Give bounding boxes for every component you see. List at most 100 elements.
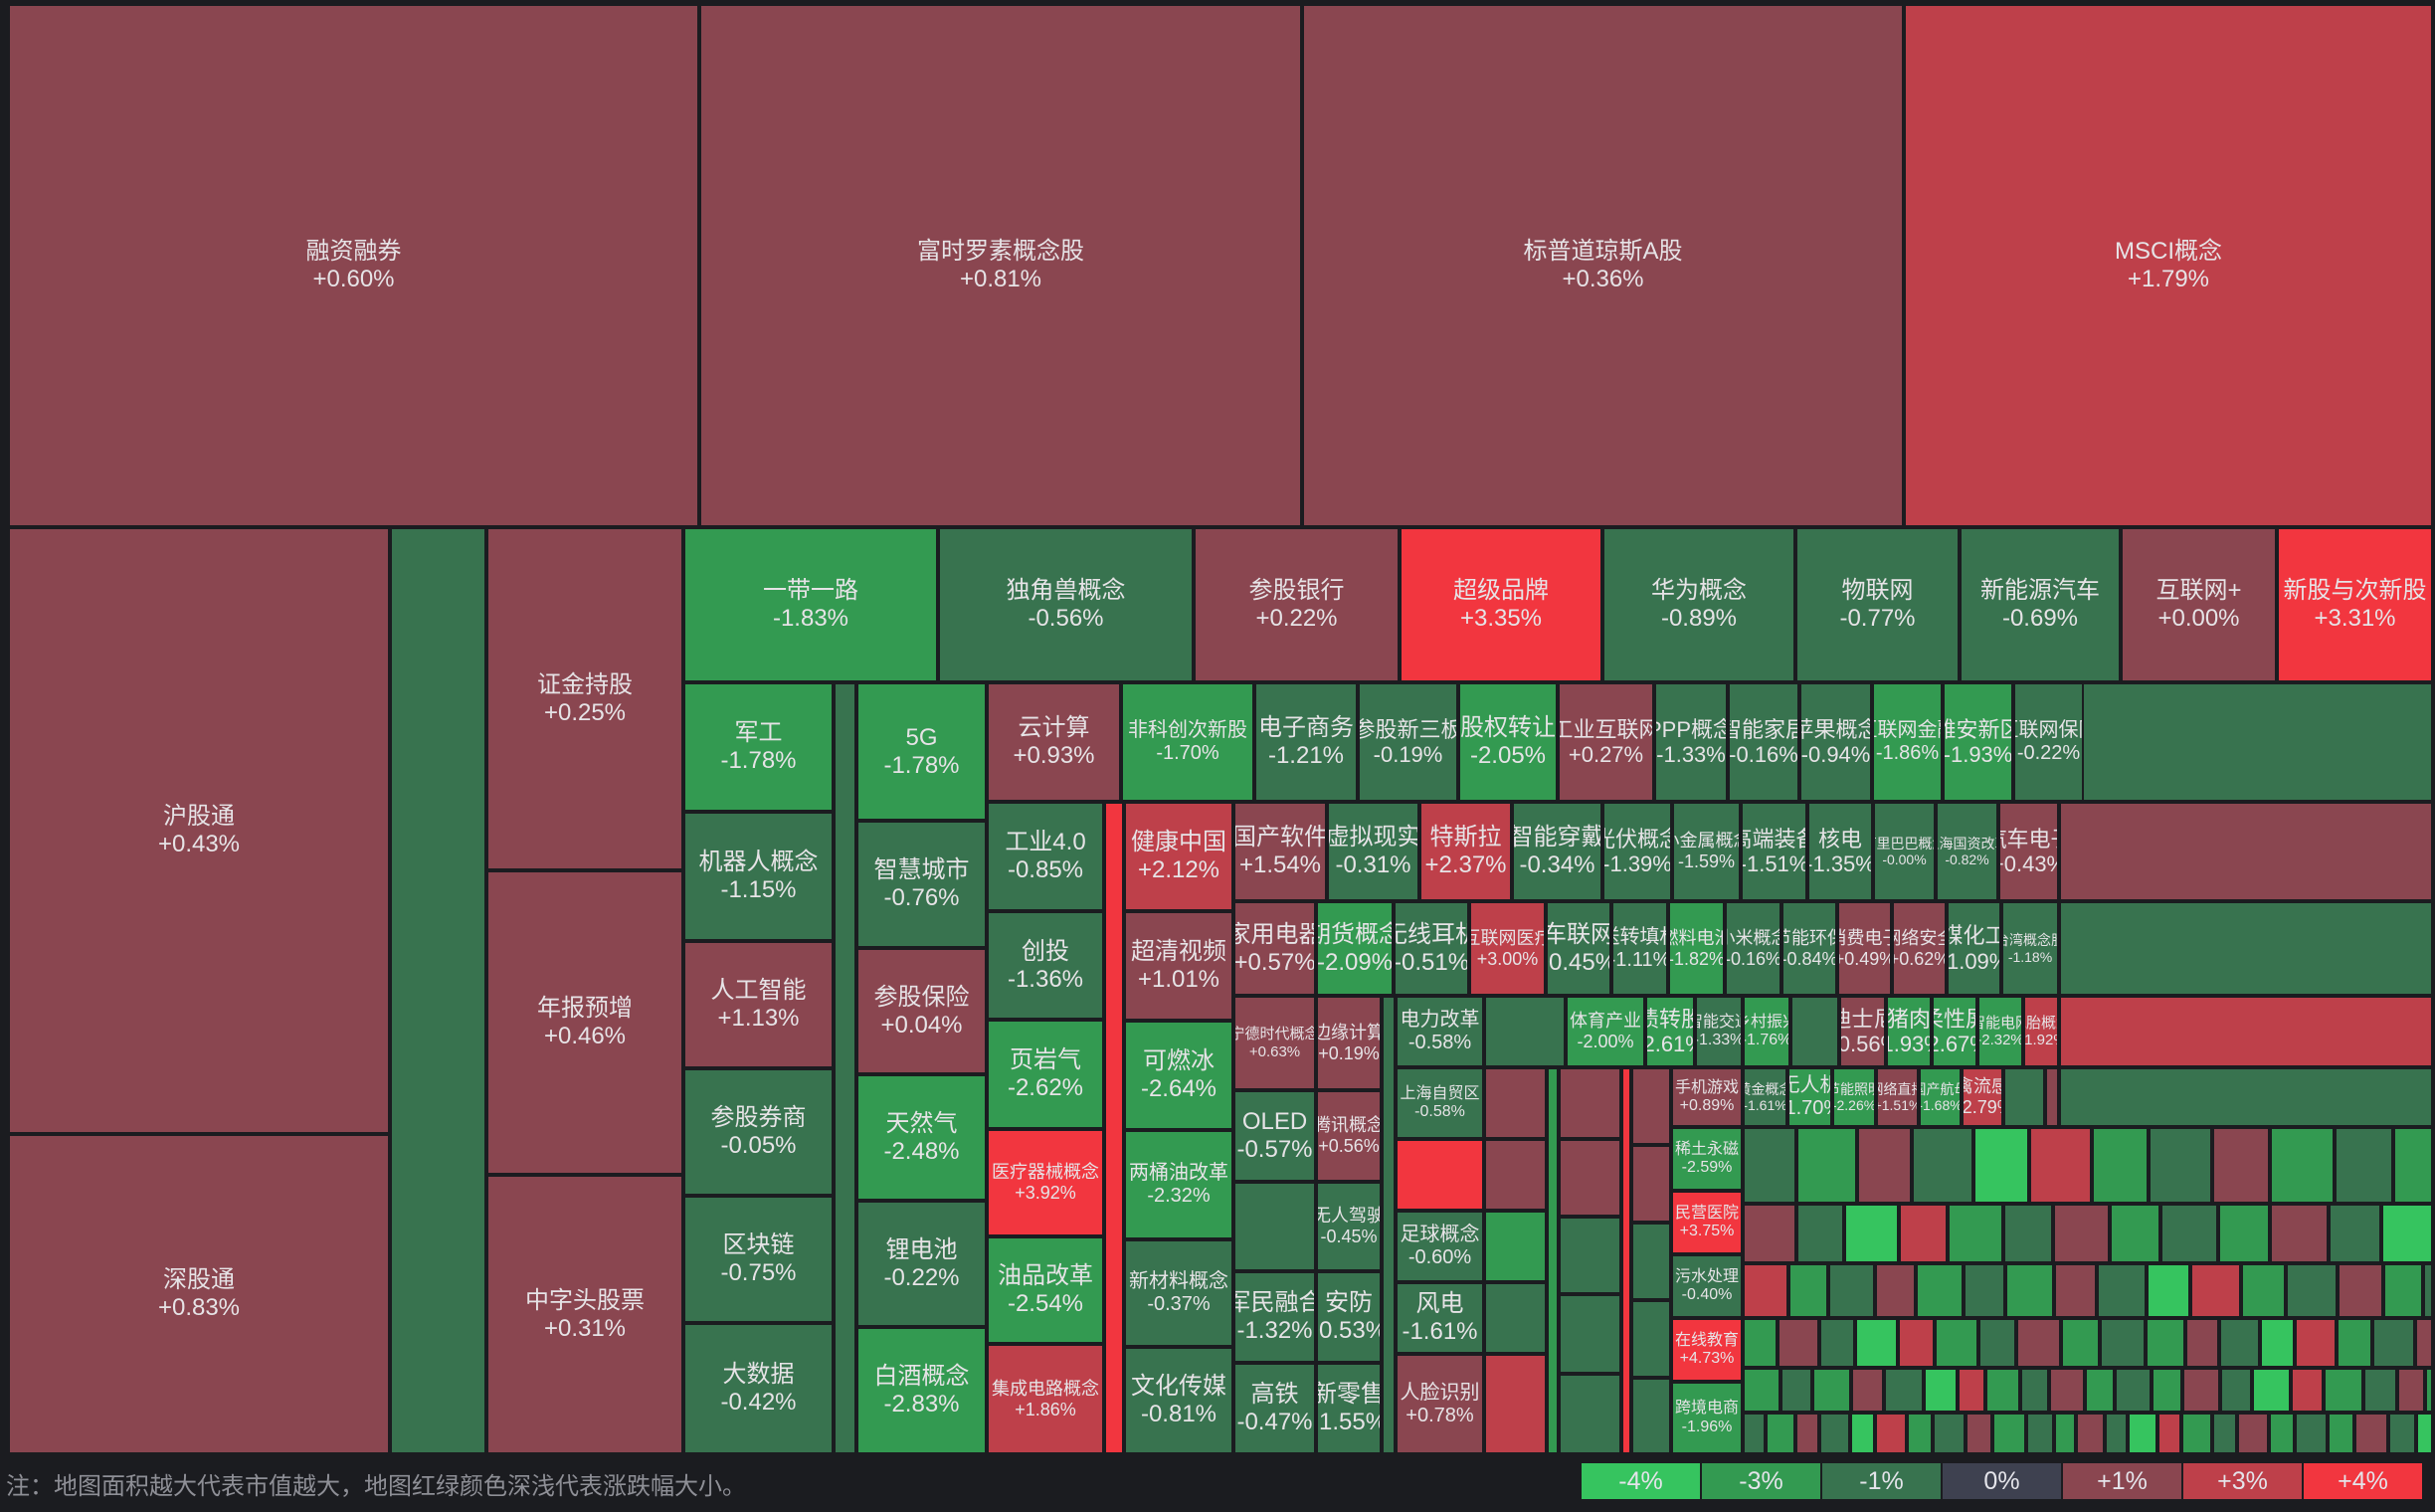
treemap-tile[interactable] [2181, 1413, 2212, 1454]
treemap-tile[interactable]: 跨境电商 -1.96% [1671, 1382, 1743, 1454]
treemap-tile[interactable]: 新零售-1.55% [1316, 1363, 1382, 1454]
treemap-tile[interactable]: 汽车电子+0.43% [1998, 802, 2059, 901]
treemap-tile[interactable] [390, 527, 486, 1454]
treemap-tile[interactable]: 二胎概念+1.92% [2023, 996, 2059, 1067]
treemap-tile[interactable] [1875, 1413, 1907, 1454]
treemap-tile[interactable]: 苹果概念-0.94% [1799, 682, 1872, 802]
treemap-tile[interactable] [1916, 1263, 1964, 1318]
treemap-tile[interactable] [2329, 1204, 2381, 1263]
treemap-tile[interactable] [1819, 1318, 1855, 1368]
treemap-tile[interactable] [2005, 1263, 2054, 1318]
treemap-tile[interactable]: 网络直播+1.51% [1876, 1067, 1919, 1127]
treemap-tile[interactable] [1788, 1263, 1828, 1318]
treemap-tile[interactable] [2324, 1368, 2363, 1413]
treemap-tile[interactable]: 区块链 -0.75% [683, 1196, 834, 1323]
treemap-tile[interactable] [1743, 1413, 1766, 1454]
treemap-tile[interactable] [2415, 1318, 2433, 1368]
treemap-tile[interactable] [2092, 1127, 2149, 1204]
treemap-tile[interactable] [2049, 1368, 2085, 1413]
treemap-tile[interactable]: 无人驾驶 -0.45% [1316, 1182, 1382, 1271]
treemap-tile[interactable]: 足球概念 -0.60% [1396, 1211, 1484, 1282]
treemap-tile[interactable]: PPP概念-1.33% [1654, 682, 1728, 802]
treemap-tile[interactable] [2212, 1413, 2237, 1454]
treemap-tile[interactable] [2190, 1263, 2241, 1318]
treemap-tile[interactable] [2160, 1204, 2218, 1263]
treemap-tile[interactable] [1884, 1368, 1924, 1413]
treemap-tile[interactable] [2381, 1204, 2433, 1263]
treemap-tile[interactable] [1844, 1204, 1899, 1263]
treemap-tile[interactable]: 新能源汽车 -0.69% [1960, 527, 2121, 682]
treemap-tile[interactable] [1104, 802, 1124, 1454]
treemap-tile[interactable] [2335, 1127, 2393, 1204]
treemap-tile[interactable]: 参股银行 +0.22% [1194, 527, 1400, 682]
treemap-tile[interactable] [2059, 682, 2433, 802]
treemap-tile[interactable]: 5G -1.78% [856, 682, 987, 821]
treemap-tile[interactable] [1743, 1204, 1796, 1263]
treemap-tile[interactable]: 页岩气 -2.62% [987, 1020, 1104, 1129]
treemap-tile[interactable] [2020, 1368, 2049, 1413]
treemap-tile[interactable] [1924, 1368, 1958, 1413]
treemap-tile[interactable] [1857, 1127, 1912, 1204]
treemap-tile[interactable]: 天然气 -2.48% [856, 1074, 987, 1201]
treemap-tile[interactable] [834, 682, 856, 1454]
treemap-tile[interactable]: 富时罗素概念股 +0.81% [699, 4, 1302, 527]
treemap-tile[interactable]: 安防-0.53% [1316, 1271, 1382, 1363]
treemap-tile[interactable]: 人工智能 +1.13% [683, 941, 834, 1068]
treemap-tile[interactable] [2295, 1318, 2337, 1368]
treemap-tile[interactable] [1992, 1413, 2026, 1454]
treemap-tile[interactable] [2003, 1067, 2045, 1127]
treemap-tile[interactable] [2097, 1263, 2147, 1318]
treemap-tile[interactable]: 风电 -1.61% [1396, 1282, 1484, 1354]
treemap-tile[interactable] [1382, 996, 1396, 1454]
treemap-tile[interactable] [2337, 1318, 2372, 1368]
treemap-tile[interactable] [1899, 1204, 1948, 1263]
treemap-tile[interactable]: 宁德时代概念 +0.63% [1233, 996, 1316, 1090]
treemap-tile[interactable]: 高端装备-1.51% [1741, 802, 1807, 901]
treemap-tile[interactable]: 云计算 +0.93% [987, 682, 1121, 802]
treemap-tile[interactable]: 参股保险 +0.04% [856, 948, 987, 1074]
treemap-tile[interactable] [1795, 1413, 1819, 1454]
treemap-tile[interactable] [1631, 1067, 1671, 1145]
treemap-tile[interactable] [1631, 1145, 1671, 1223]
treemap-tile[interactable]: 集成电路概念 +1.86% [987, 1344, 1104, 1454]
treemap-tile[interactable]: 沪股通 +0.43% [8, 527, 390, 1134]
treemap-tile[interactable] [1933, 1413, 1966, 1454]
treemap-tile[interactable]: 消费电子+0.49% [1837, 901, 1892, 996]
treemap-tile[interactable]: 工业互联网+0.27% [1558, 682, 1654, 802]
treemap-tile[interactable]: 核电 -1.35% [1807, 802, 1873, 901]
treemap-tile[interactable] [2363, 1368, 2397, 1413]
treemap-tile[interactable]: 送转填权-1.11% [1611, 901, 1668, 996]
treemap-tile[interactable] [1484, 1354, 1547, 1454]
treemap-tile[interactable] [2053, 1204, 2110, 1263]
treemap-tile[interactable]: 在线教育 +4.73% [1671, 1318, 1743, 1382]
treemap-tile[interactable]: 可燃冰 -2.64% [1124, 1021, 1233, 1130]
treemap-tile[interactable]: 超级品牌 +3.35% [1400, 527, 1602, 682]
treemap-tile[interactable] [1948, 1204, 2003, 1263]
treemap-tile[interactable]: 债转股-2.61% [1645, 996, 1695, 1067]
treemap-tile[interactable] [1985, 1368, 2020, 1413]
treemap-tile[interactable] [2149, 1127, 2212, 1204]
treemap-tile[interactable] [2029, 1127, 2092, 1204]
treemap-tile[interactable]: 台湾概念股-1.18% [2001, 901, 2059, 996]
treemap-tile[interactable] [1780, 1368, 1812, 1413]
treemap-tile[interactable]: 证金持股 +0.25% [486, 527, 683, 870]
treemap-tile[interactable] [1796, 1204, 1844, 1263]
treemap-tile[interactable] [1559, 1139, 1621, 1217]
treemap-tile[interactable]: 煤化工-1.09% [1947, 901, 2001, 996]
treemap-tile[interactable]: 国产航母-1.68% [1919, 1067, 1962, 1127]
treemap-tile[interactable] [2354, 1413, 2388, 1454]
treemap-tile[interactable]: 燃料电池-1.82% [1668, 901, 1725, 996]
treemap-tile[interactable]: OLED -0.57% [1233, 1090, 1316, 1182]
treemap-tile[interactable]: 互联网保险-0.22% [2013, 682, 2084, 802]
treemap-tile[interactable]: 国产软件 +1.54% [1233, 802, 1327, 901]
treemap-tile[interactable] [2212, 1127, 2270, 1204]
treemap-tile[interactable]: 标普道琼斯A股 +0.36% [1302, 4, 1904, 527]
treemap-tile[interactable] [2388, 1413, 2416, 1454]
treemap-tile[interactable] [2416, 1413, 2433, 1454]
treemap-tile[interactable] [2237, 1413, 2269, 1454]
treemap-tile[interactable]: 新材料概念 -0.37% [1124, 1239, 1233, 1347]
treemap-tile[interactable] [2269, 1413, 2295, 1454]
treemap-tile[interactable]: 虚拟现实 -0.31% [1327, 802, 1419, 901]
treemap-tile[interactable] [2241, 1263, 2286, 1318]
treemap-tile[interactable]: 人脸识别 +0.78% [1396, 1354, 1484, 1454]
